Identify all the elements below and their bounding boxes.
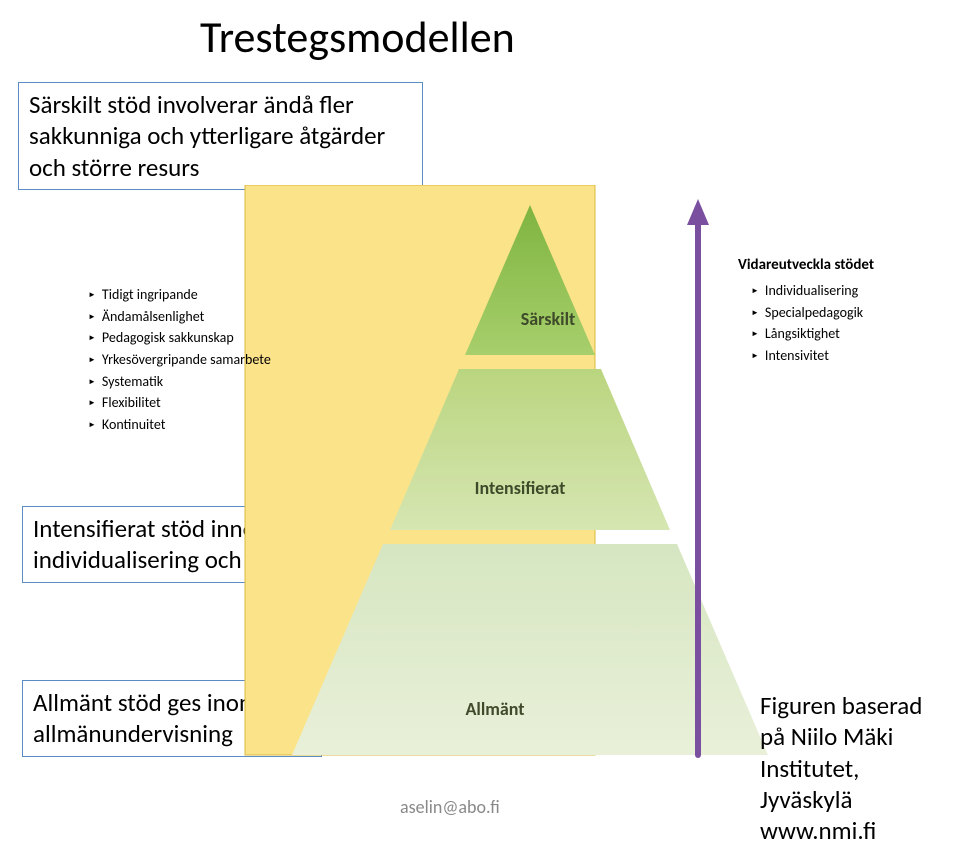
pyramid-label-allmant: Allmänt (465, 698, 524, 720)
caption-line: Institutet, (760, 753, 859, 784)
figure-caption: Figuren baserad på Niilo Mäki Institutet… (760, 690, 950, 846)
callout-sarskilt: Särskilt stöd involverar ändå fler sakku… (18, 82, 423, 190)
bullet-item: Flexibilitet (88, 392, 308, 414)
right-list-title: Vidareutveckla stödet (738, 256, 874, 274)
bullet-item: Intensivitet (751, 345, 931, 367)
bullet-item: Kontinuitet (88, 414, 308, 436)
caption-line: Figuren baserad (760, 690, 922, 721)
bullet-item: Systematik (88, 371, 308, 393)
bullet-item: Tidigt ingripande (88, 284, 308, 306)
caption-line: www.nmi.fi (760, 815, 876, 846)
bullet-item: Individualisering (751, 280, 931, 302)
bullet-item: Yrkesövergripande samarbete (88, 349, 308, 371)
page-title: Trestegsmodellen (200, 10, 515, 64)
footer-email: aselin@abo.fi (400, 796, 500, 818)
caption-line: Jyväskylä (760, 784, 853, 815)
pyramid-label-intensifierat: Intensifierat (475, 477, 566, 499)
bullet-item: Ändamålsenlighet (88, 306, 308, 328)
pyramid-label-sarskilt: Särskilt (521, 308, 575, 330)
right-bullet-list: IndividualiseringSpecialpedagogikLångsik… (751, 280, 931, 367)
bullet-item: Specialpedagogik (751, 302, 931, 324)
left-bullet-list: Tidigt ingripandeÄndamålsenlighetPedagog… (88, 284, 308, 436)
caption-line: på Niilo Mäki (760, 721, 893, 752)
bullet-item: Långsiktighet (751, 323, 931, 345)
bullet-item: Pedagogisk sakkunskap (88, 327, 308, 349)
